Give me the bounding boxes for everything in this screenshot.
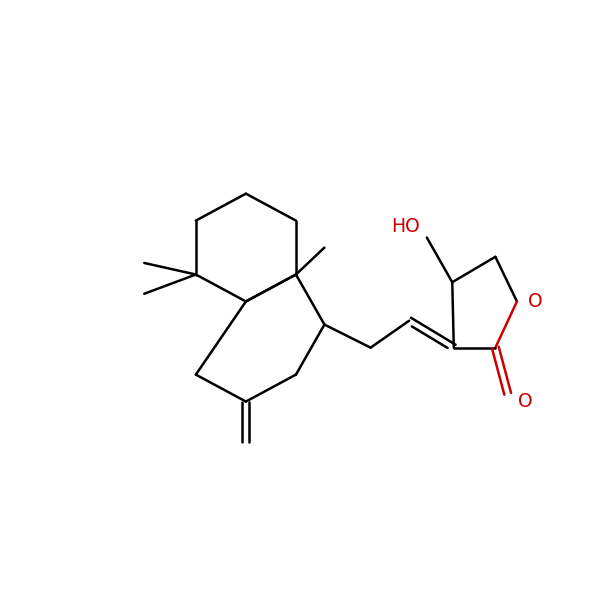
Text: O: O [518, 392, 532, 411]
Text: O: O [528, 292, 542, 311]
Text: HO: HO [391, 217, 420, 235]
